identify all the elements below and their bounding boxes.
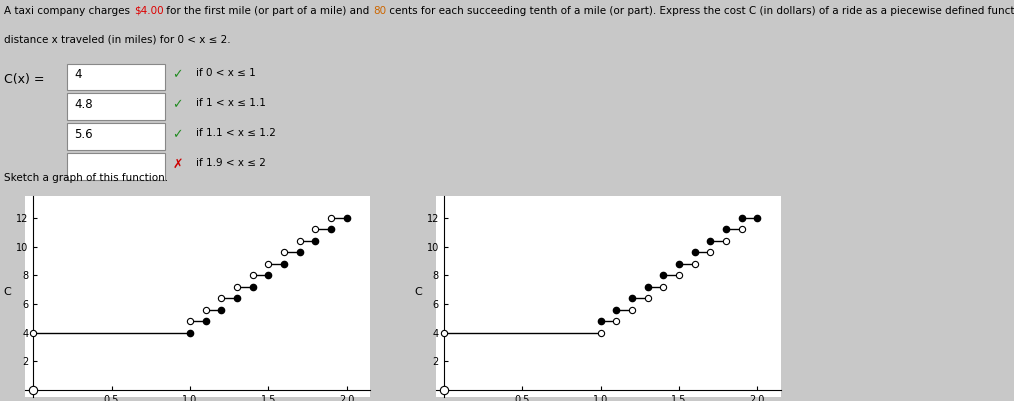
Text: for the first mile (or part of a mile) and: for the first mile (or part of a mile) a… — [163, 6, 373, 16]
Text: if 1 < x ≤ 1.1: if 1 < x ≤ 1.1 — [197, 98, 267, 108]
Text: 4: 4 — [74, 68, 81, 81]
Text: if 0 < x ≤ 1: if 0 < x ≤ 1 — [197, 68, 257, 78]
Text: $4.00: $4.00 — [134, 6, 163, 16]
Text: 4.8: 4.8 — [74, 98, 92, 111]
Text: 80: 80 — [373, 6, 386, 16]
Text: if 1.1 < x ≤ 1.2: if 1.1 < x ≤ 1.2 — [197, 128, 276, 138]
FancyBboxPatch shape — [67, 153, 165, 180]
Text: ✓: ✓ — [172, 98, 183, 111]
FancyBboxPatch shape — [67, 63, 165, 91]
Text: cents for each succeeding tenth of a mile (or part). Express the cost C (in doll: cents for each succeeding tenth of a mil… — [386, 6, 1014, 16]
Text: distance x traveled (in miles) for 0 < x ≤ 2.: distance x traveled (in miles) for 0 < x… — [4, 34, 231, 45]
Text: 5.6: 5.6 — [74, 128, 92, 141]
FancyBboxPatch shape — [67, 93, 165, 120]
Text: C(x) =: C(x) = — [4, 73, 45, 86]
Text: Sketch a graph of this function.: Sketch a graph of this function. — [4, 173, 168, 183]
Text: ✗: ✗ — [172, 158, 183, 171]
Y-axis label: C: C — [415, 287, 422, 297]
Text: ✓: ✓ — [172, 128, 183, 141]
Y-axis label: C: C — [4, 287, 11, 297]
Text: A taxi company charges: A taxi company charges — [4, 6, 134, 16]
FancyBboxPatch shape — [67, 123, 165, 150]
Text: ✓: ✓ — [172, 68, 183, 81]
Text: if 1.9 < x ≤ 2: if 1.9 < x ≤ 2 — [197, 158, 267, 168]
